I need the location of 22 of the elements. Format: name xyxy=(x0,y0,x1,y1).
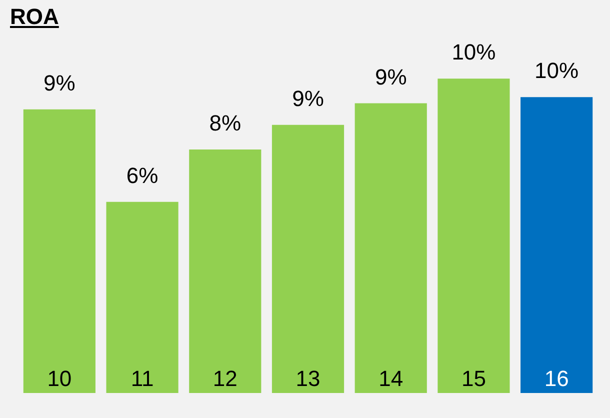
bar xyxy=(106,202,178,393)
chart-title: ROA xyxy=(10,4,59,30)
x-tick-label: 10 xyxy=(47,366,72,392)
data-label: 6% xyxy=(126,162,158,188)
data-label: 10% xyxy=(534,58,579,84)
data-label: 9% xyxy=(374,64,407,90)
data-label: 10% xyxy=(452,40,496,65)
data-label: 9% xyxy=(44,70,76,96)
x-tick-label: 12 xyxy=(212,366,238,392)
bar xyxy=(354,103,427,393)
x-tick-label: 11 xyxy=(130,366,154,392)
x-tick-label: 15 xyxy=(461,366,486,392)
bar xyxy=(520,97,593,393)
data-label: 9% xyxy=(292,86,324,111)
bar xyxy=(438,78,510,393)
data-label: 8% xyxy=(209,110,242,136)
x-tick-label: 14 xyxy=(378,366,404,392)
x-tick-label: 13 xyxy=(296,366,320,392)
bar xyxy=(272,124,344,393)
bar xyxy=(189,149,262,393)
bar xyxy=(23,109,96,393)
x-tick-label: 16 xyxy=(544,366,569,392)
